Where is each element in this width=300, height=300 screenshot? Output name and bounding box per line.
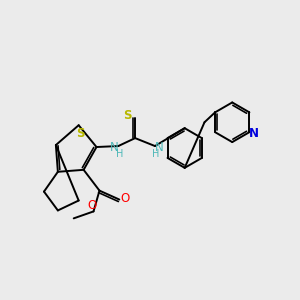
Text: H: H — [116, 149, 123, 159]
Text: S: S — [123, 109, 131, 122]
Text: S: S — [76, 127, 85, 140]
Text: H: H — [152, 149, 160, 159]
Text: N: N — [154, 140, 163, 154]
Text: N: N — [249, 127, 259, 140]
Text: O: O — [87, 199, 96, 212]
Text: N: N — [110, 140, 119, 154]
Text: O: O — [121, 192, 130, 205]
